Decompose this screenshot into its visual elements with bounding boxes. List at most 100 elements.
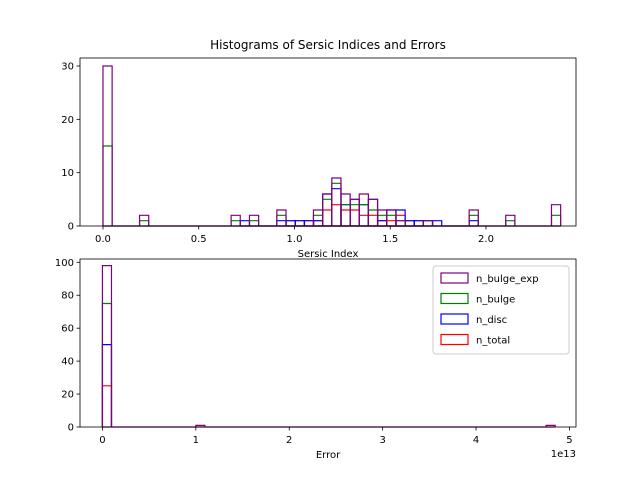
x-axis-label: Sersic Index — [298, 249, 359, 260]
y-tick-label: 20 — [61, 390, 74, 401]
legend-swatch — [440, 313, 469, 325]
n-disc-bar — [312, 220, 324, 226]
x-tick-label: 3 — [379, 435, 385, 446]
n-total-bar — [367, 214, 379, 226]
y-tick-label: 80 — [61, 291, 74, 302]
x-tick-label: 5 — [566, 435, 572, 446]
n-disc-bar — [239, 220, 251, 226]
n-bulge-bar — [349, 204, 360, 226]
n-bulge-exp-bar — [331, 177, 342, 226]
n-total-bar — [331, 204, 342, 226]
n-bulge-exp-bar — [422, 220, 434, 226]
n-bulge-exp-bar — [386, 209, 397, 226]
n-total-bar — [404, 220, 415, 226]
n-total-series — [285, 204, 424, 227]
legend-swatch — [440, 333, 469, 346]
y-tick-label: 60 — [61, 324, 74, 335]
y-tick-label: 10 — [61, 168, 74, 179]
n-disc-bar — [395, 209, 406, 226]
n-total-bar — [101, 385, 113, 427]
x-offset-label: 1e13 — [551, 449, 576, 460]
n-disc-bar — [367, 198, 379, 226]
x-tick-label: 4 — [473, 435, 479, 446]
chart-title: Histograms of Sersic Indices and Errors — [210, 38, 446, 52]
y-tick-label: 40 — [61, 357, 74, 368]
n-bulge-bar — [367, 209, 379, 226]
n-bulge-exp-bar — [468, 209, 479, 226]
legend-label: n_bulge — [476, 295, 515, 306]
n-disc-bar — [422, 220, 434, 226]
n-total-bar — [340, 209, 351, 226]
x-tick-label: 1.5 — [382, 234, 398, 245]
axes-frame — [79, 57, 577, 227]
legend: n_bulge_exp n_bulge n_disc n_total — [432, 265, 570, 355]
n-disc-bar — [349, 198, 360, 226]
n-total-bar — [386, 220, 397, 226]
y-tick-label: 20 — [61, 115, 74, 126]
n-bulge-exp-bar — [248, 214, 260, 226]
n-bulge-exp-bar — [367, 198, 379, 226]
x-tick-label: 0.0 — [95, 234, 111, 245]
n-bulge-bar — [395, 220, 406, 226]
x-tick-label: 2 — [286, 435, 292, 446]
axes-frame — [79, 258, 577, 428]
n-disc-bar — [340, 204, 351, 226]
n-bulge-exp-bar — [276, 209, 287, 226]
n-total-bar — [413, 220, 424, 226]
n-total-bar — [322, 209, 333, 226]
legend-label: n_bulge_exp — [476, 274, 539, 285]
n-bulge-bar — [230, 220, 241, 226]
n-total-bar — [303, 220, 315, 226]
n-disc-bar — [386, 209, 397, 226]
n-bulge-exp-bar — [349, 198, 360, 226]
y-tick-label: 0 — [68, 423, 74, 434]
n-total-series — [101, 385, 113, 427]
x-tick-label: 0.5 — [191, 234, 207, 245]
n-bulge-bar — [101, 302, 113, 427]
x-tick-label: 1 — [193, 435, 199, 446]
n-bulge-exp-bar — [505, 214, 516, 226]
n-disc-bar — [468, 220, 479, 226]
y-tick-label: 100 — [55, 258, 74, 269]
legend-frame — [432, 265, 570, 355]
legend-swatch — [440, 272, 469, 284]
legend-swatch — [440, 292, 469, 305]
n-disc-bar — [285, 220, 296, 226]
n-bulge-bar — [505, 220, 516, 226]
n-disc-bar — [404, 220, 415, 226]
n-bulge-bar — [138, 220, 150, 226]
n-bulge-exp-bar — [195, 424, 206, 427]
n-bulge-series — [101, 302, 113, 427]
n-disc-bar — [276, 220, 287, 226]
n-bulge-bar — [422, 220, 434, 226]
n-total-bar — [349, 209, 360, 226]
n-bulge-exp-bar — [102, 65, 113, 226]
n-total-bar — [294, 220, 306, 226]
top-histogram-axes: 0.0 0.5 1.0 1.5 2.0 0 10 20 30 Histograms of Sers… — [61, 38, 577, 260]
n-bulge-bar — [550, 214, 562, 226]
x-tick-label: 1.0 — [287, 234, 303, 245]
n-bulge-bar — [340, 204, 351, 226]
x-axis-label: Error — [316, 450, 341, 461]
n-bulge-exp-bar — [138, 214, 150, 226]
y-tick-label: 30 — [61, 62, 74, 73]
y-tick-label: 0 — [68, 222, 74, 233]
n-disc-bar — [303, 220, 315, 226]
n-disc-bar — [294, 220, 306, 226]
bottom-histogram-axes: 0 1 2 3 4 5 0 20 40 60 80 100 Error 1e13 n_bulge_exp n_… — [55, 258, 577, 461]
n-bulge-exp-bar — [395, 220, 406, 226]
n-total-bar — [312, 220, 324, 226]
n-total-bar — [285, 220, 296, 226]
n-bulge-exp-bar — [358, 193, 369, 226]
n-disc-bar — [331, 188, 342, 226]
n-bulge-bar — [102, 145, 113, 226]
n-bulge-bar — [322, 198, 333, 226]
x-tick-label: 0 — [99, 435, 105, 446]
n-bulge-exp-bar — [377, 209, 388, 226]
legend-label: n_total — [476, 336, 510, 347]
n-bulge-exp-bar — [101, 264, 113, 427]
n-bulge-bar — [248, 220, 260, 226]
n-disc-bar — [413, 220, 424, 226]
x-tick-label: 2.0 — [478, 234, 494, 245]
